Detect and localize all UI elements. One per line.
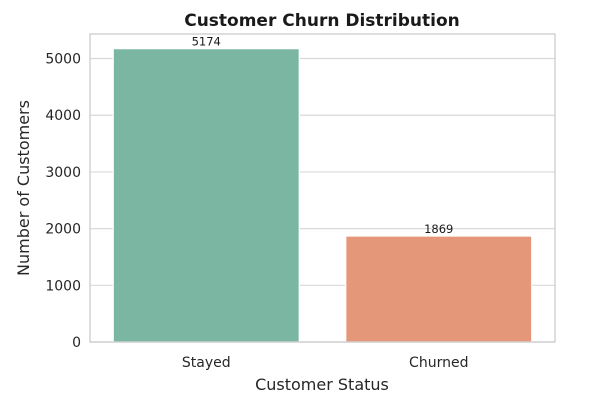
plot-area-frame xyxy=(89,33,556,343)
y-axis-label: Number of Customers xyxy=(14,100,33,276)
y-tick-label: 3000 xyxy=(45,165,81,181)
bar-stayed xyxy=(112,48,300,343)
x-axis-label: Customer Status xyxy=(255,375,389,394)
y-tick-label: 0 xyxy=(72,335,81,351)
data-label: 5174 xyxy=(192,35,221,49)
bar-churned xyxy=(345,235,533,343)
data-labels: 5174 1869 xyxy=(192,35,454,236)
y-tick-label: 1000 xyxy=(45,278,81,294)
y-tick-label: 4000 xyxy=(45,108,81,124)
y-tick-label: 2000 xyxy=(45,222,81,238)
y-axis-ticks: 0 1000 2000 3000 4000 5000 xyxy=(45,52,81,351)
x-tick-label: Churned xyxy=(409,355,468,371)
x-tick-label: Stayed xyxy=(182,355,231,371)
x-axis-ticks: Stayed Churned xyxy=(182,355,469,371)
bars xyxy=(112,48,533,343)
chart-title: Customer Churn Distribution xyxy=(184,11,460,31)
y-tick-label: 5000 xyxy=(45,52,81,68)
data-label: 1869 xyxy=(424,222,453,236)
